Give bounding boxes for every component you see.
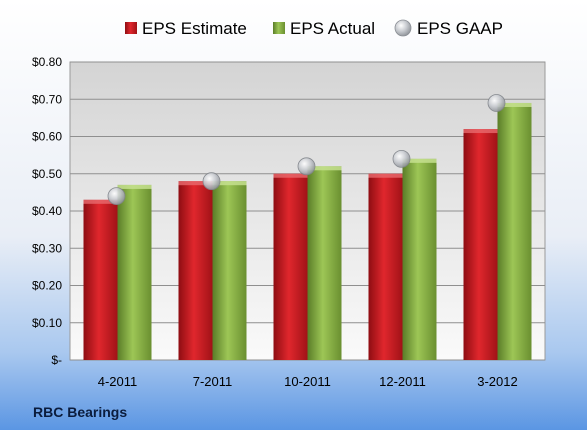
bar-top-highlight	[368, 173, 403, 178]
x-axis-ticks: 4-2011 7-2011 10-2011 12-2011 3-2012	[98, 374, 518, 389]
x-tick-label: 4-2011	[98, 374, 138, 389]
x-tick-label: 12-2011	[379, 374, 426, 389]
gaap-markers	[107, 94, 506, 206]
legend: EPS Estimate EPS Actual EPS GAAP	[125, 19, 503, 38]
y-tick-label: $0.80	[32, 55, 62, 69]
bar-top-highlight	[497, 102, 532, 107]
x-tick-label: 10-2011	[284, 374, 331, 389]
marker-eps-gaap	[392, 149, 411, 168]
y-tick-label: $0.40	[32, 204, 62, 218]
bar-top-highlight	[307, 166, 342, 171]
y-tick-label: $0.10	[32, 316, 62, 330]
marker-eps-gaap	[107, 187, 126, 206]
bar-top-highlight	[273, 173, 308, 178]
company-name: RBC Bearings	[33, 404, 127, 420]
marker-eps-gaap	[487, 94, 506, 112]
bar-eps-estimate	[273, 173, 308, 360]
bar-top-highlight	[212, 181, 247, 186]
bar-eps-estimate	[83, 199, 118, 360]
y-tick-label: $0.70	[32, 92, 62, 106]
bar-eps-actual	[307, 166, 342, 360]
legend-label-gaap: EPS GAAP	[417, 19, 503, 38]
bar-eps-estimate	[368, 173, 403, 360]
bar-eps-actual	[402, 158, 437, 360]
bar-eps-estimate	[178, 181, 213, 360]
bar-eps-actual	[212, 181, 247, 360]
marker-eps-gaap	[297, 157, 316, 176]
legend-swatch-estimate	[125, 22, 137, 34]
bar-top-highlight	[117, 184, 152, 189]
x-tick-label: 7-2011	[193, 374, 233, 389]
y-axis-ticks: $0.80 $0.70 $0.60 $0.50 $0.40 $0.30 $0.20 $0.10…	[32, 55, 62, 367]
y-tick-label: $0.30	[32, 241, 62, 255]
bar-eps-estimate	[463, 129, 498, 360]
legend-label-estimate: EPS Estimate	[142, 19, 247, 38]
legend-swatch-actual	[273, 22, 285, 34]
marker-eps-gaap	[202, 172, 221, 191]
y-tick-label: $0.50	[32, 167, 62, 181]
bar-top-highlight	[83, 199, 118, 204]
y-tick-label: $0.60	[32, 130, 62, 144]
x-tick-label: 3-2012	[477, 374, 517, 389]
y-tick-label: $0.20	[32, 279, 62, 293]
bar-top-highlight	[402, 158, 437, 163]
bar-top-highlight	[178, 181, 213, 186]
bar-eps-actual	[497, 102, 532, 360]
legend-label-actual: EPS Actual	[290, 19, 375, 38]
bar-top-highlight	[463, 129, 498, 134]
legend-marker-gaap	[394, 19, 412, 37]
bar-series	[83, 102, 532, 360]
y-tick-label: $-	[51, 353, 62, 367]
bar-eps-actual	[117, 184, 152, 360]
